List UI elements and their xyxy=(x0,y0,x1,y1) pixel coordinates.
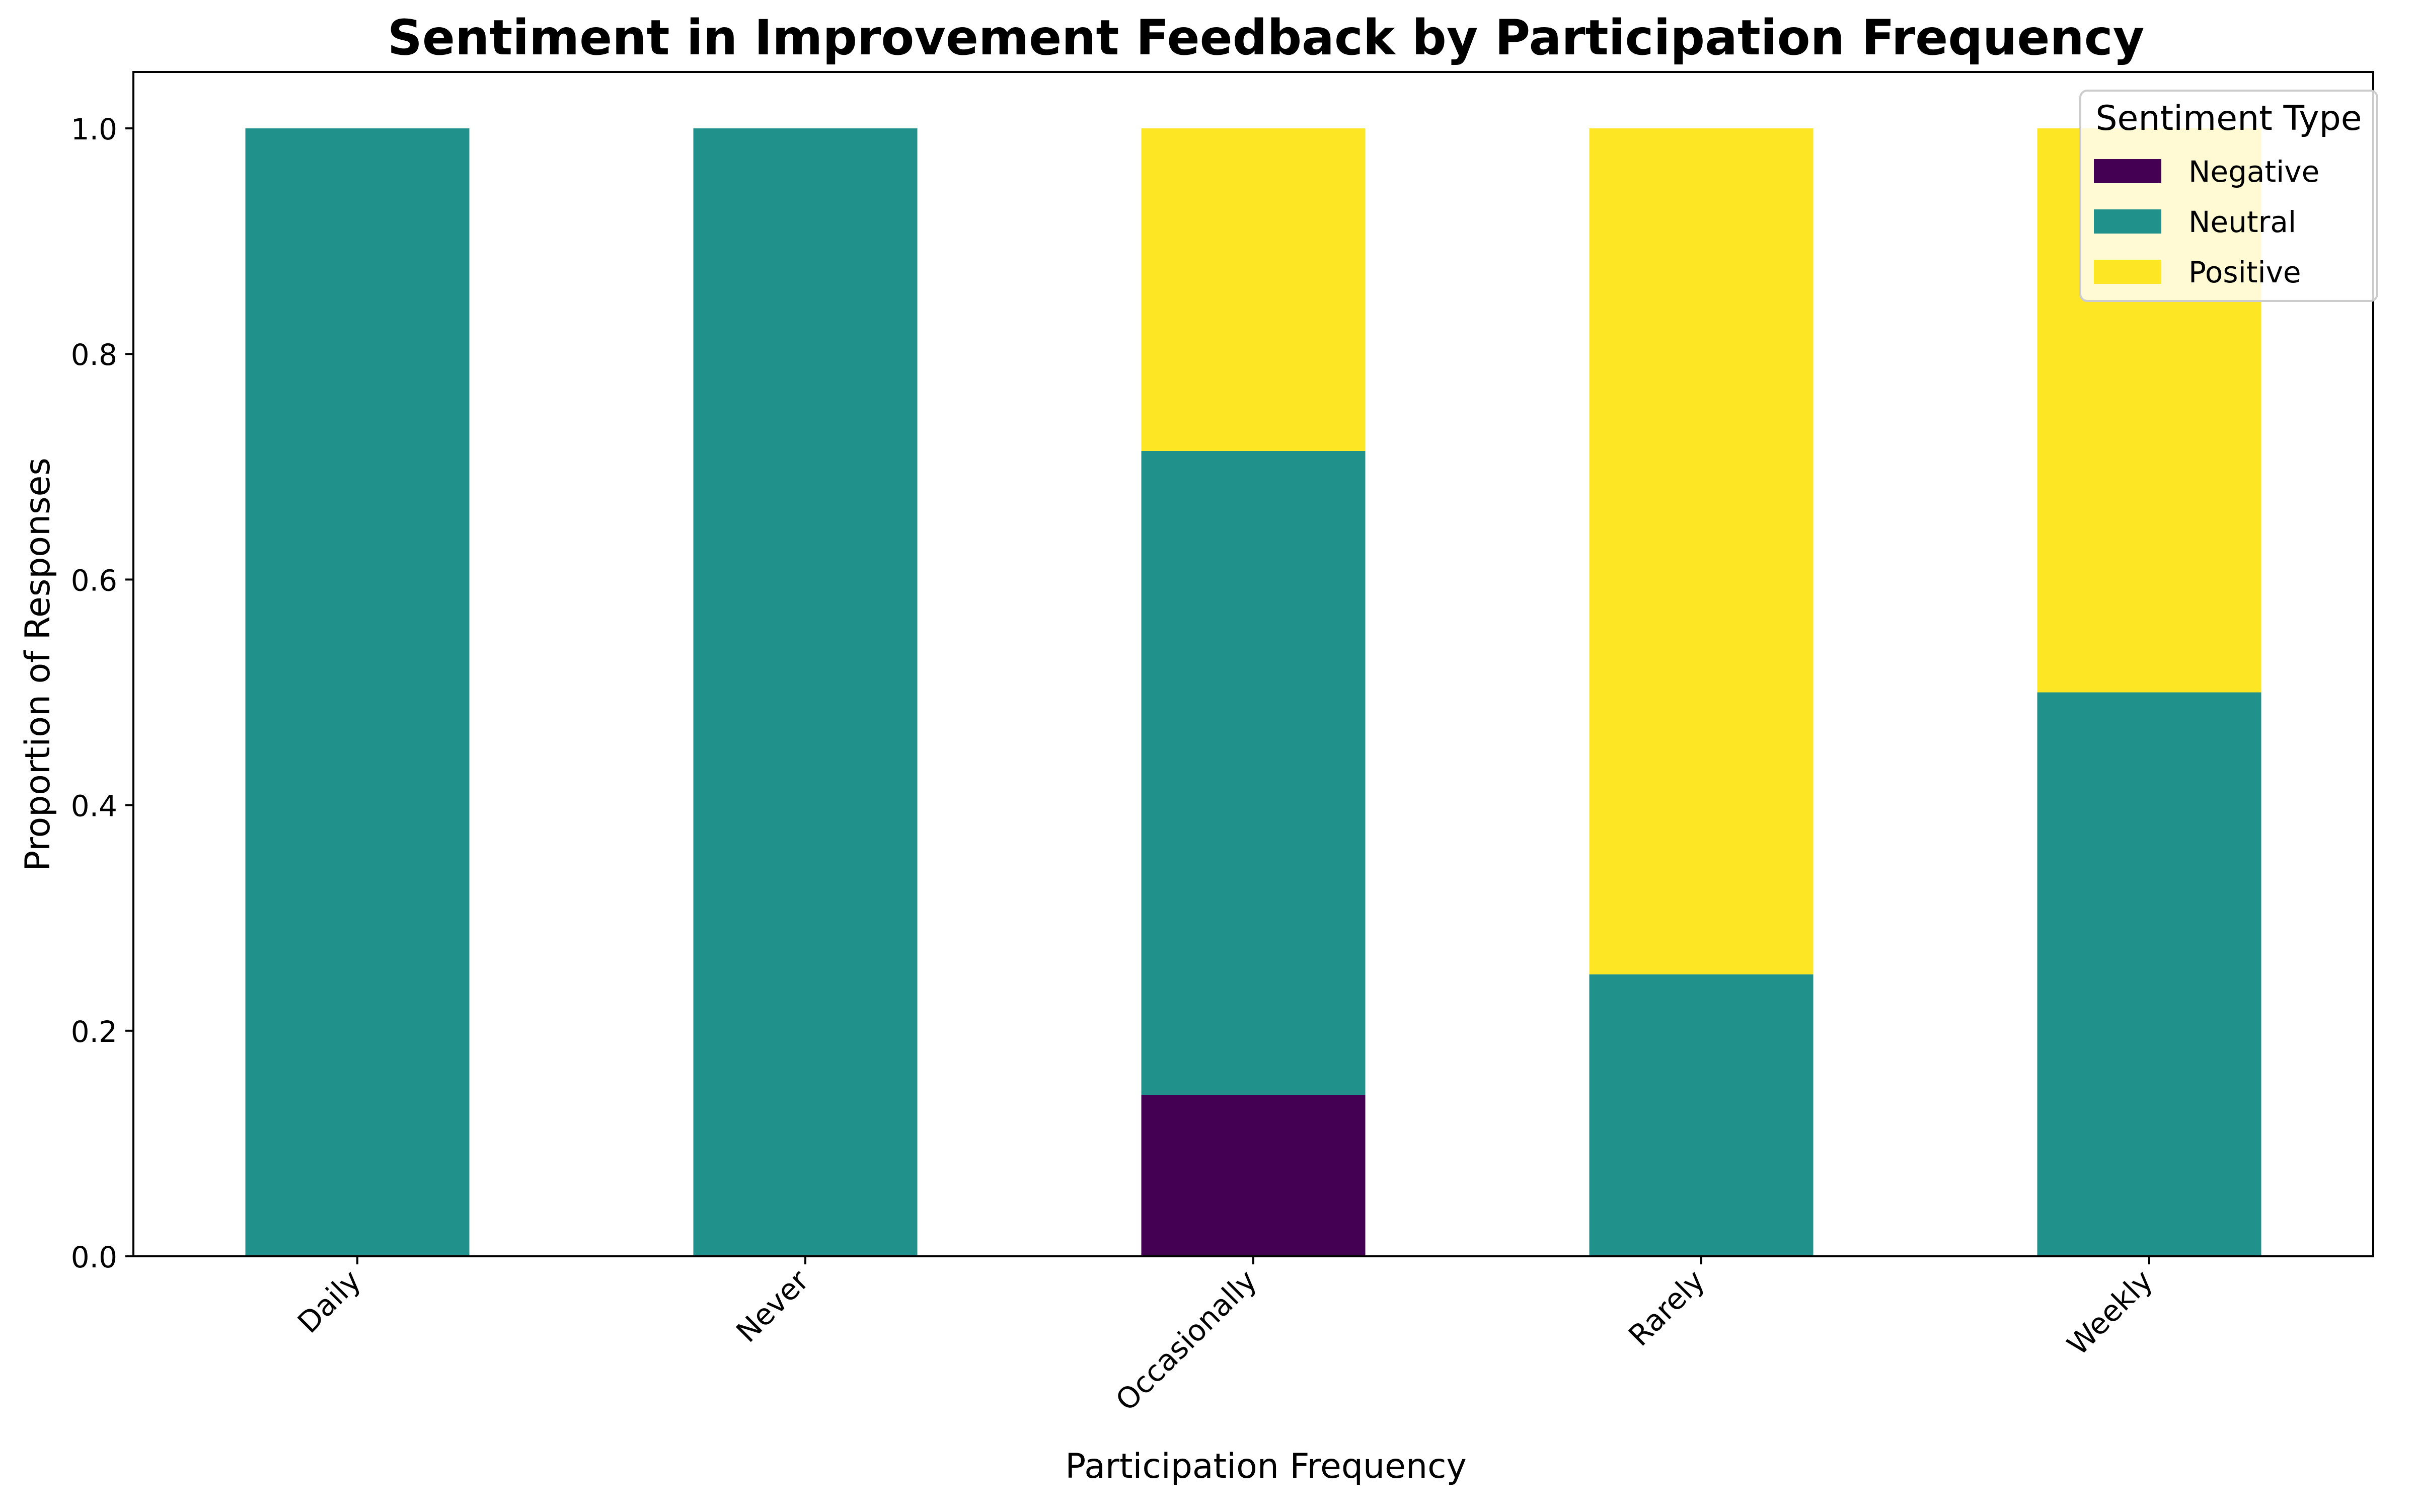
bar-segment-positive-occasionally xyxy=(1141,128,1366,451)
x-axis-label: Participation Frequency xyxy=(1065,1447,1466,1486)
bar-segment-neutral-weekly xyxy=(2037,692,2261,1256)
chart-title: Sentiment in Improvement Feedback by Par… xyxy=(388,10,2145,66)
legend-label-positive: Positive xyxy=(2188,255,2301,289)
y-tick-label: 1.0 xyxy=(71,112,117,146)
bar-segment-neutral-never xyxy=(693,128,918,1257)
bar-segment-positive-rarely xyxy=(1589,128,1814,974)
bar-segment-neutral-occasionally xyxy=(1141,450,1366,1095)
bars-layer xyxy=(245,128,2261,1257)
y-tick-label: 0.6 xyxy=(71,563,117,597)
legend-swatch-negative xyxy=(2094,159,2161,183)
legend: Sentiment Type Negative Neutral Positive xyxy=(2079,90,2378,302)
y-tick-label: 0.4 xyxy=(71,789,117,823)
legend-swatch-positive xyxy=(2094,260,2161,284)
legend-items: Negative Neutral Positive xyxy=(2094,155,2319,289)
legend-box xyxy=(2079,90,2378,302)
y-tick-label: 0.0 xyxy=(71,1240,117,1274)
bar-segment-negative-occasionally xyxy=(1141,1095,1366,1256)
y-tick-label: 0.8 xyxy=(71,338,117,372)
legend-title: Sentiment Type xyxy=(2095,99,2362,138)
legend-swatch-neutral xyxy=(2094,209,2161,234)
bar-segment-neutral-rarely xyxy=(1589,974,1814,1256)
y-axis-label: Proportion of Responses xyxy=(18,458,58,871)
legend-label-neutral: Neutral xyxy=(2188,205,2296,239)
bar-segment-neutral-daily xyxy=(245,128,470,1257)
legend-label-negative: Negative xyxy=(2188,155,2319,189)
y-tick-label: 0.2 xyxy=(71,1015,117,1049)
